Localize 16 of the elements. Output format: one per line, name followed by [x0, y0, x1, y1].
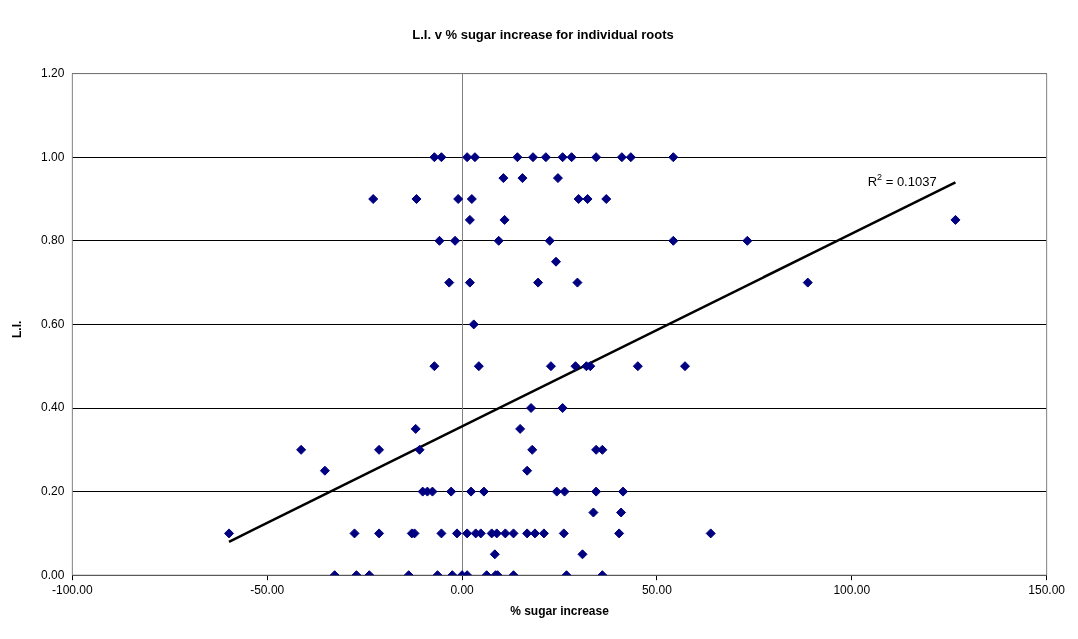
x-axis-title: % sugar increase [510, 604, 610, 619]
y-tick-label: 0.80 [41, 233, 65, 248]
x-tick-label: 150.00 [1028, 582, 1066, 597]
x-tick-label: 100.00 [833, 582, 871, 597]
y-axis-title: L.I. [10, 320, 24, 338]
y-tick-label: 1.20 [41, 65, 65, 80]
y-tick-label: 0.40 [41, 400, 65, 415]
y-tick-label: 0.60 [41, 316, 65, 331]
x-tick-label: -50.00 [250, 582, 285, 597]
x-tick-label: 50.00 [641, 582, 673, 597]
y-tick-label: 0.20 [41, 483, 65, 498]
y-tick-label: 1.00 [41, 149, 65, 164]
chart-title: L.I. v % sugar increase for individual roots [412, 27, 674, 43]
x-tick-label: 0.00 [450, 582, 475, 597]
x-tick-label: -100.00 [52, 582, 94, 597]
y-tick-label: 0.00 [41, 567, 65, 582]
